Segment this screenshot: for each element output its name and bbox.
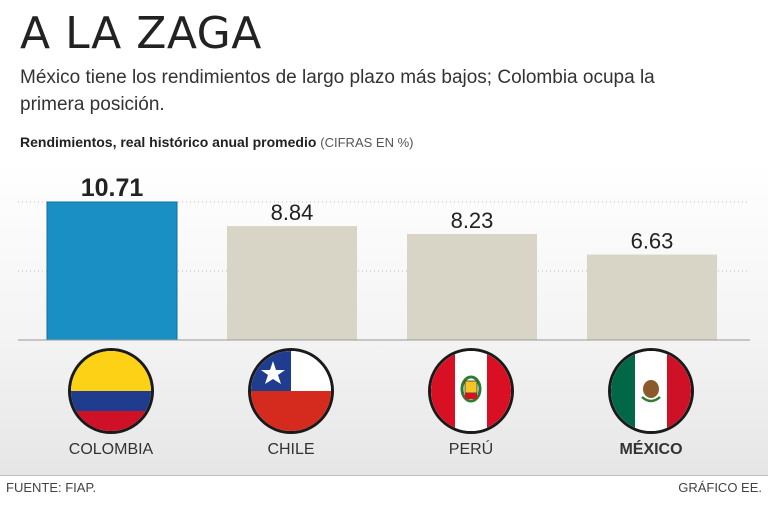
chile-flag-icon [248,348,334,434]
country-label-mexico: MÉXICO [619,441,683,458]
bar-3 [587,254,717,340]
footer-divider [0,475,768,476]
footer-source: FUENTE: FIAP. [6,480,97,495]
page-title: A LA ZAGA [20,8,262,59]
peru-flag-icon [428,348,514,434]
mexico-flag-icon [608,348,694,434]
bar-0 [46,201,178,341]
page-subtitle: México tiene los rendimientos de largo p… [20,67,655,115]
chart-header-units: (CIFRAS EN %) [320,135,414,150]
data-label-1: 8.84 [271,200,314,225]
bar-chart: 10.71 8.84 8.23 6.63 [18,174,750,341]
chart-header: Rendimientos, real histórico anual prome… [20,134,413,150]
chart-header-label: Rendimientos, real histórico anual prome… [20,134,317,150]
data-label-3: 6.63 [631,229,674,254]
colombia-flag-icon [68,348,154,434]
footer-credit: GRÁFICO EE. [678,480,762,495]
country-label-peru: PERÚ [448,441,494,458]
country-label-chile: CHILE [267,441,315,458]
bar-1 [227,226,357,340]
bar-2 [407,233,537,340]
data-label-2: 8.23 [451,208,494,233]
country-label-colombia: COLOMBIA [68,441,154,458]
data-label-0: 10.71 [81,174,144,202]
